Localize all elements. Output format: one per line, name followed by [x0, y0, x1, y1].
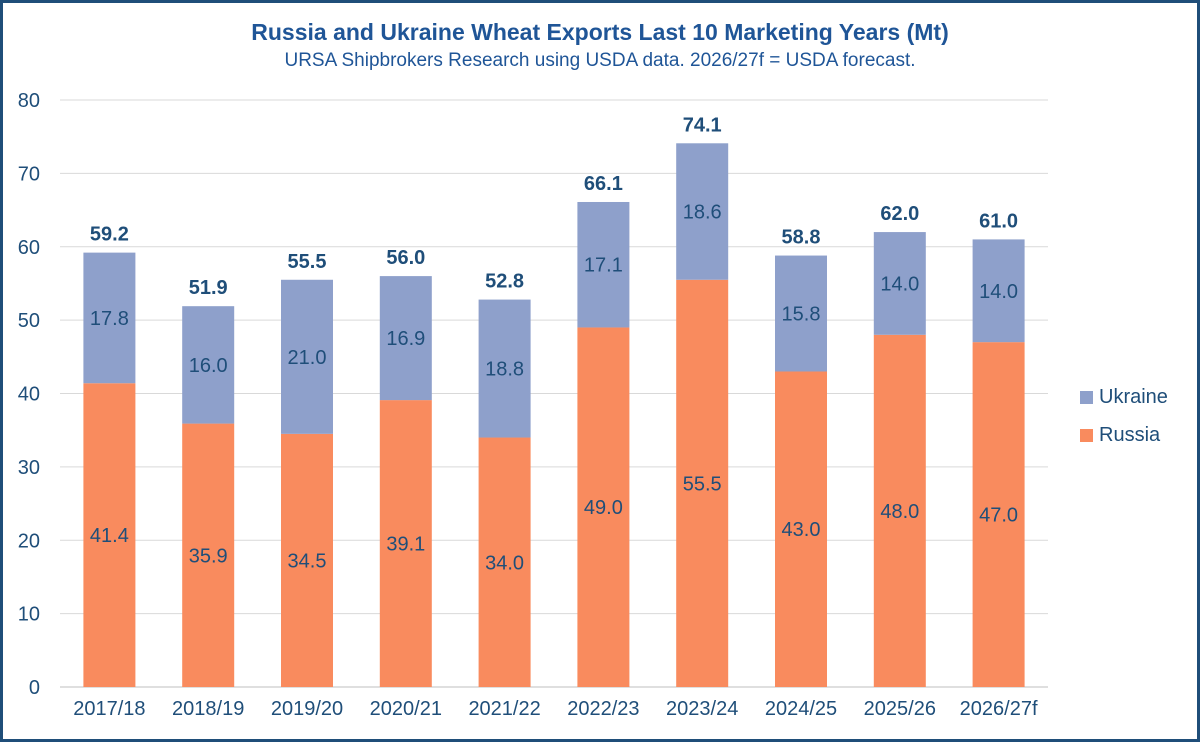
legend-label-ukraine: Ukraine — [1099, 385, 1168, 408]
bar-russia — [281, 433, 333, 687]
bar-russia — [577, 327, 630, 687]
y-tick-label: 70 — [18, 163, 40, 185]
data-label-russia: 34.0 — [485, 552, 524, 574]
y-tick-label: 20 — [18, 530, 40, 552]
bar-russia — [676, 279, 729, 687]
bar-ukraine — [873, 232, 926, 335]
total-label: 52.8 — [485, 271, 524, 293]
legend-item-ukraine: Ukraine — [1080, 378, 1168, 416]
total-label: 51.9 — [189, 277, 228, 299]
x-tick-label: 2022/23 — [567, 698, 639, 720]
data-label-russia: 48.0 — [880, 501, 919, 523]
data-label-ukraine: 16.0 — [189, 355, 228, 377]
bar-ukraine — [577, 201, 630, 328]
data-label-ukraine: 14.0 — [880, 273, 919, 295]
total-label: 55.5 — [288, 251, 327, 273]
legend-swatch-ukraine — [1080, 390, 1093, 404]
total-label: 66.1 — [584, 173, 623, 195]
bar-ukraine — [83, 252, 136, 384]
data-label-russia: 35.9 — [189, 545, 228, 567]
bar-ukraine — [676, 143, 729, 280]
data-label-ukraine: 14.0 — [979, 281, 1018, 303]
x-tick-label: 2026/27f — [960, 698, 1038, 720]
data-label-ukraine: 18.6 — [683, 202, 722, 224]
x-tick-label: 2019/20 — [271, 698, 343, 720]
x-tick-label: 2018/19 — [172, 698, 244, 720]
y-tick-label: 30 — [18, 457, 40, 479]
x-tick-label: 2024/25 — [765, 698, 837, 720]
bar-russia — [873, 334, 926, 687]
bar-ukraine — [182, 306, 235, 424]
total-label: 61.0 — [979, 210, 1018, 232]
total-label: 58.8 — [782, 227, 821, 249]
bar-russia — [83, 383, 136, 687]
bar-ukraine — [972, 239, 1025, 343]
bar-russia — [379, 400, 432, 687]
data-label-russia: 47.0 — [979, 505, 1018, 527]
bar-russia — [972, 342, 1025, 687]
data-label-russia: 39.1 — [386, 534, 425, 556]
total-label: 62.0 — [880, 203, 919, 225]
bar-ukraine — [281, 279, 333, 434]
x-tick-label: 2021/22 — [468, 698, 540, 720]
chart-subtitle: URSA Shipbrokers Research using USDA dat… — [284, 50, 916, 71]
x-tick-label: 2017/18 — [73, 698, 145, 720]
y-tick-label: 60 — [18, 237, 40, 259]
data-label-russia: 34.5 — [288, 550, 327, 572]
data-label-ukraine: 17.1 — [584, 255, 623, 277]
data-label-russia: 49.0 — [584, 497, 623, 519]
x-tick-label: 2020/21 — [370, 698, 442, 720]
total-label: 74.1 — [683, 114, 722, 136]
y-tick-label: 0 — [29, 677, 40, 699]
total-label: 56.0 — [386, 247, 425, 269]
legend-swatch-russia — [1080, 428, 1093, 442]
bar-russia — [182, 423, 235, 687]
data-label-russia: 43.0 — [782, 519, 821, 541]
legend-label-russia: Russia — [1099, 423, 1161, 446]
data-label-ukraine: 21.0 — [288, 347, 327, 369]
bar-ukraine — [478, 299, 531, 438]
bar-ukraine — [775, 255, 827, 372]
data-label-russia: 55.5 — [683, 473, 722, 495]
x-tick-label: 2023/24 — [666, 698, 738, 720]
y-tick-label: 40 — [18, 384, 40, 406]
y-tick-label: 50 — [18, 310, 40, 332]
total-label: 59.2 — [90, 224, 129, 246]
bar-ukraine — [379, 276, 432, 401]
bar-russia — [478, 437, 531, 687]
y-tick-label: 10 — [18, 604, 40, 626]
y-tick-label: 80 — [18, 90, 40, 112]
bar-russia — [775, 371, 827, 687]
data-label-ukraine: 17.8 — [90, 308, 129, 330]
data-label-ukraine: 18.8 — [485, 359, 524, 381]
x-tick-label: 2025/26 — [864, 698, 936, 720]
data-label-russia: 41.4 — [90, 525, 129, 547]
data-label-ukraine: 16.9 — [386, 328, 425, 350]
chart-title: Russia and Ukraine Wheat Exports Last 10… — [251, 19, 949, 45]
chart-legend: Ukraine Russia — [1080, 378, 1168, 454]
data-label-ukraine: 15.8 — [782, 304, 821, 326]
legend-item-russia: Russia — [1080, 416, 1168, 454]
